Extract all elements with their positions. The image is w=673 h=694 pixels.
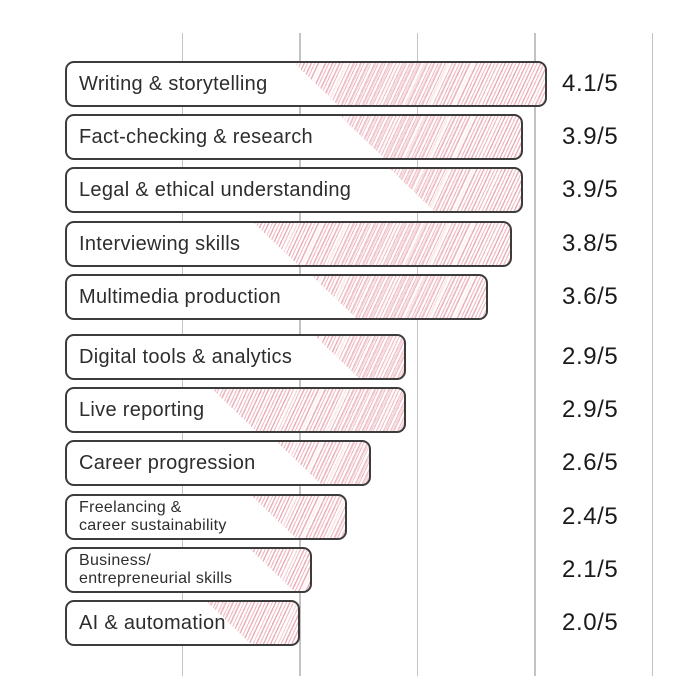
bar-label-line: Career progression (79, 451, 256, 474)
bar: Multimedia production (65, 274, 488, 320)
bar-label-line: Writing & storytelling (79, 72, 268, 95)
bar-label-line: AI & automation (79, 611, 226, 634)
bar-hatch-texture (254, 223, 510, 265)
gridline (651, 33, 654, 676)
bar-label: AI & automation (67, 611, 226, 634)
value-label: 4.1/5 (562, 70, 619, 97)
bar-label-line: Live reporting (79, 398, 205, 421)
value-label: 2.1/5 (562, 556, 619, 583)
value-label: 2.9/5 (562, 396, 619, 423)
value-label: 2.9/5 (562, 343, 619, 370)
bar-label-line: Business/ (79, 551, 152, 569)
value-label: 2.4/5 (562, 503, 619, 530)
gridline (416, 33, 419, 676)
gridline (534, 33, 536, 676)
bar-label: Freelancing & career sustainability (67, 499, 227, 536)
value-label: 3.9/5 (562, 123, 619, 150)
bar-label: Career progression (67, 451, 256, 474)
value-label: 3.9/5 (562, 176, 619, 203)
bar-label-line: Freelancing & (79, 498, 182, 516)
bar-label: Legal & ethical understanding (67, 178, 352, 201)
bar: Fact-checking & research (65, 114, 523, 160)
bar: Legal & ethical understanding (65, 167, 523, 213)
bar: AI & automation (65, 600, 300, 646)
bar: Interviewing skills (65, 221, 512, 267)
bar-label: Interviewing skills (67, 232, 241, 255)
bar: Live reporting (65, 387, 406, 433)
bar: Business/entrepreneurial skills (65, 547, 312, 593)
bar: Freelancing & career sustainability (65, 494, 347, 540)
bar-label-line: entrepreneurial skills (79, 570, 233, 587)
bar-label-line: career sustainability (79, 517, 227, 534)
bar-label-line: Fact-checking & research (79, 125, 313, 148)
bar: Career progression (65, 440, 371, 486)
bar-label: Multimedia production (67, 285, 281, 308)
bar-label: Digital tools & analytics (67, 345, 293, 368)
bar-label-line: Multimedia production (79, 285, 281, 308)
bar-label: Writing & storytelling (67, 72, 268, 95)
value-label: 3.6/5 (562, 283, 619, 310)
bar-label: Business/entrepreneurial skills (67, 552, 232, 589)
bar-label-line: Interviewing skills (79, 232, 241, 255)
bar: Digital tools & analytics (65, 334, 406, 380)
value-label: 2.0/5 (562, 609, 619, 636)
bar-hatch-texture (294, 63, 545, 105)
bar-label-line: Digital tools & analytics (79, 345, 293, 368)
bar-label: Live reporting (67, 398, 205, 421)
bar-label-line: Legal & ethical understanding (79, 178, 352, 201)
bar-label: Fact-checking & research (67, 125, 313, 148)
value-label: 3.8/5 (562, 230, 619, 257)
bar: Writing & storytelling (65, 61, 547, 107)
value-label: 2.6/5 (562, 449, 619, 476)
